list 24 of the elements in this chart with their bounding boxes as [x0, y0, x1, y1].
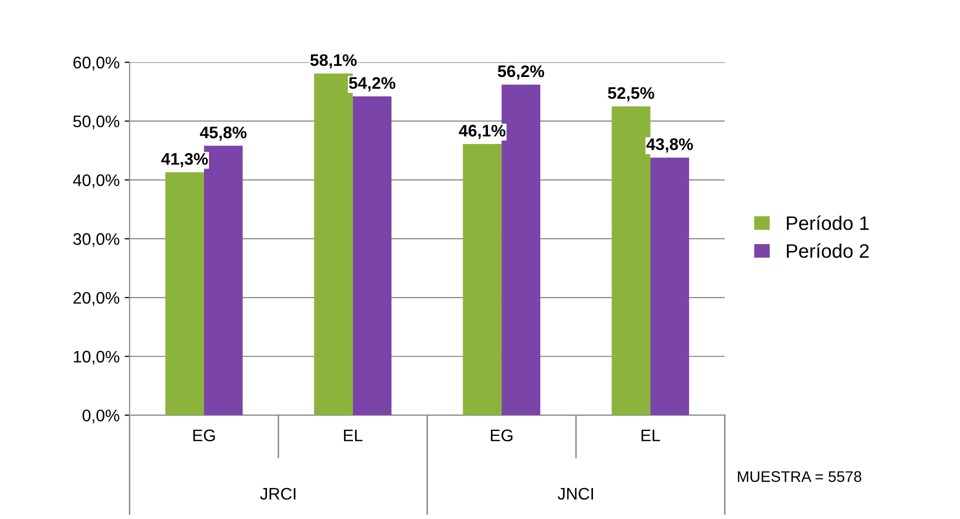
y-tick-label: 40,0%	[73, 174, 120, 188]
data-label: 58,1%	[310, 54, 357, 68]
y-tick-label: 20,0%	[73, 292, 120, 306]
data-label: 41,3%	[161, 153, 208, 168]
x-tick-label: EG	[490, 430, 512, 442]
x-tick-label: EL	[344, 430, 362, 442]
legend-label: Período 1	[786, 216, 869, 230]
y-tick-label: 30,0%	[73, 233, 120, 247]
x-tick-label: EG	[193, 430, 215, 442]
y-tick-label: 0,0%	[82, 410, 120, 424]
legend-label: Período 2	[786, 243, 869, 258]
text: JRCI	[260, 488, 296, 500]
y-tick-label: 10,0%	[74, 350, 120, 365]
data-label: 45,8%	[200, 126, 247, 141]
y-tick-label: 50,0%	[73, 116, 120, 130]
data-label: 43,8%	[646, 138, 693, 153]
data-label: 52,5%	[608, 87, 654, 102]
text: MUESTRA = 5578	[738, 471, 862, 482]
data-label: 56,2%	[498, 65, 544, 80]
x-tick-label: EL	[642, 430, 660, 442]
text: JNCI	[558, 488, 593, 500]
y-tick-label: 60,0%	[73, 56, 120, 70]
data-label: 54,2%	[349, 77, 396, 92]
data-label: 46,1%	[458, 124, 506, 139]
